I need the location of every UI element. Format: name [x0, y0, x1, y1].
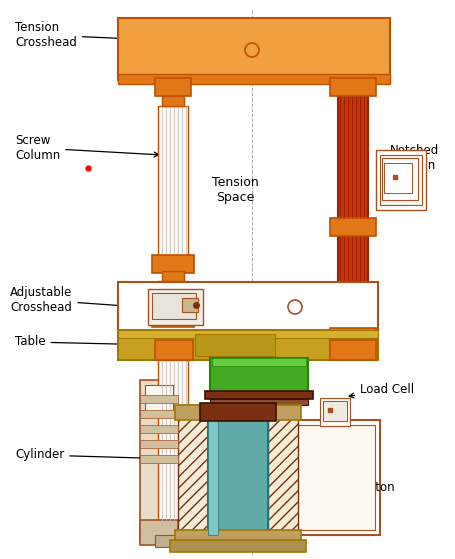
Bar	[118, 74, 389, 84]
Bar	[177, 405, 207, 535]
Bar	[152, 309, 193, 327]
Bar	[207, 420, 268, 535]
Bar	[329, 340, 375, 360]
Bar	[162, 271, 184, 281]
Bar	[140, 380, 177, 542]
Bar	[210, 399, 307, 405]
Bar	[140, 440, 177, 448]
Text: Compression
Space: Compression Space	[209, 294, 290, 322]
Bar	[145, 385, 172, 415]
Text: Table: Table	[15, 335, 156, 348]
Text: Piston: Piston	[313, 481, 395, 495]
Text: Tension
Space: Tension Space	[211, 176, 258, 204]
Bar	[337, 236, 367, 328]
Bar	[329, 218, 375, 236]
Text: Tension
Crosshead: Tension Crosshead	[15, 21, 151, 49]
Bar	[175, 405, 300, 420]
Bar	[118, 330, 377, 360]
Text: Notched
Column: Notched Column	[379, 144, 438, 172]
Bar	[259, 420, 379, 535]
Text: Cylinder: Cylinder	[15, 448, 205, 462]
Bar	[157, 281, 187, 309]
Bar	[207, 420, 217, 535]
Bar	[264, 425, 374, 530]
Bar	[118, 330, 377, 338]
Bar	[322, 401, 346, 421]
Bar	[140, 455, 177, 463]
Bar	[210, 358, 307, 393]
Bar	[152, 255, 193, 273]
Bar	[148, 289, 202, 325]
Bar	[337, 96, 367, 226]
Bar	[140, 410, 177, 418]
Text: Load Cell: Load Cell	[349, 383, 413, 398]
Bar	[157, 360, 187, 525]
Text: Screw
Column: Screw Column	[15, 134, 158, 162]
Bar	[140, 520, 177, 545]
Bar	[152, 293, 196, 319]
Bar	[195, 334, 274, 356]
Bar	[118, 282, 377, 332]
Bar	[175, 530, 300, 542]
Bar	[329, 78, 375, 96]
Text: Adjustable
Crosshead: Adjustable Crosshead	[10, 286, 136, 314]
Bar	[170, 540, 305, 552]
Bar	[268, 405, 298, 535]
Bar	[140, 425, 177, 433]
Bar	[182, 298, 197, 312]
Bar	[329, 328, 375, 346]
Bar	[205, 391, 312, 399]
Bar	[155, 78, 191, 96]
Bar	[383, 163, 411, 193]
Bar	[319, 398, 349, 426]
Bar	[140, 395, 177, 403]
Bar	[157, 106, 187, 271]
Bar	[375, 150, 425, 210]
Bar	[200, 403, 275, 421]
Bar	[379, 155, 421, 205]
Bar	[381, 158, 417, 200]
Bar	[155, 340, 192, 360]
Bar	[155, 535, 180, 547]
Bar	[162, 96, 184, 106]
Bar	[212, 358, 305, 366]
Bar	[118, 18, 389, 80]
